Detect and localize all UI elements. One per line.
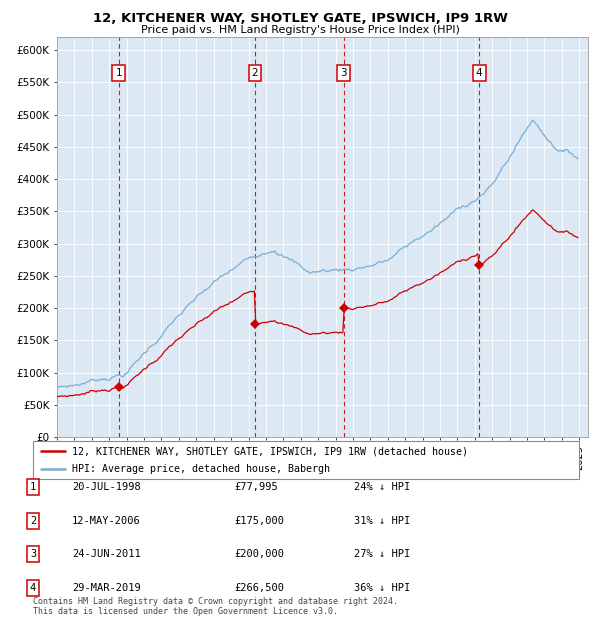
Text: 24-JUN-2011: 24-JUN-2011: [72, 549, 141, 559]
Text: 20-JUL-1998: 20-JUL-1998: [72, 482, 141, 492]
Text: £175,000: £175,000: [234, 516, 284, 526]
Text: This data is licensed under the Open Government Licence v3.0.: This data is licensed under the Open Gov…: [33, 607, 338, 616]
Text: 12, KITCHENER WAY, SHOTLEY GATE, IPSWICH, IP9 1RW (detached house): 12, KITCHENER WAY, SHOTLEY GATE, IPSWICH…: [73, 446, 469, 456]
Text: 29-MAR-2019: 29-MAR-2019: [72, 583, 141, 593]
Text: £200,000: £200,000: [234, 549, 284, 559]
Text: Price paid vs. HM Land Registry's House Price Index (HPI): Price paid vs. HM Land Registry's House …: [140, 25, 460, 35]
Text: £77,995: £77,995: [234, 482, 278, 492]
Text: 36% ↓ HPI: 36% ↓ HPI: [354, 583, 410, 593]
Text: 12-MAY-2006: 12-MAY-2006: [72, 516, 141, 526]
Text: Contains HM Land Registry data © Crown copyright and database right 2024.: Contains HM Land Registry data © Crown c…: [33, 597, 398, 606]
Text: 12, KITCHENER WAY, SHOTLEY GATE, IPSWICH, IP9 1RW: 12, KITCHENER WAY, SHOTLEY GATE, IPSWICH…: [92, 12, 508, 25]
Text: 24% ↓ HPI: 24% ↓ HPI: [354, 482, 410, 492]
Text: 2: 2: [252, 68, 259, 78]
Text: 4: 4: [30, 583, 36, 593]
Text: 1: 1: [30, 482, 36, 492]
Text: 1: 1: [115, 68, 122, 78]
Text: 31% ↓ HPI: 31% ↓ HPI: [354, 516, 410, 526]
Text: 2: 2: [30, 516, 36, 526]
Text: £266,500: £266,500: [234, 583, 284, 593]
Text: 27% ↓ HPI: 27% ↓ HPI: [354, 549, 410, 559]
Text: 3: 3: [340, 68, 347, 78]
Text: 4: 4: [476, 68, 482, 78]
Text: HPI: Average price, detached house, Babergh: HPI: Average price, detached house, Babe…: [73, 464, 331, 474]
Text: 3: 3: [30, 549, 36, 559]
